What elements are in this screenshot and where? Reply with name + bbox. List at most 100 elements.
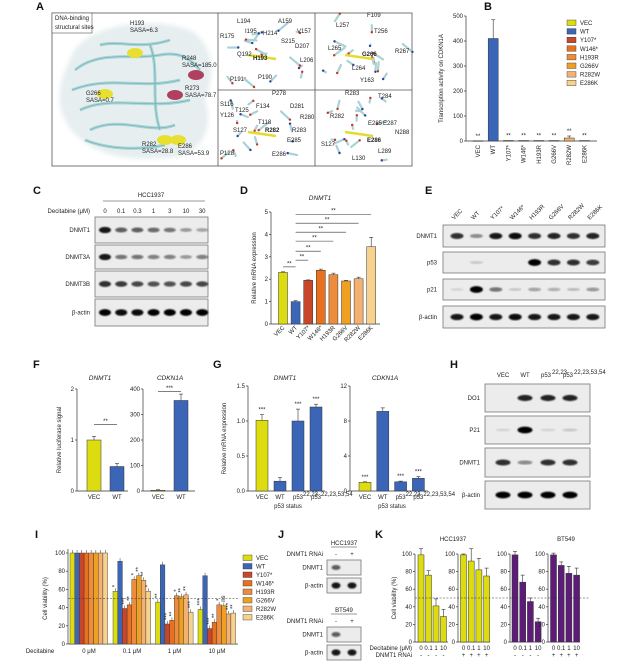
x-tick-superscript: 22,23 [303,492,319,498]
lane-label: VEC [497,373,510,379]
lane-label: G266V [548,204,565,221]
panel-label: K [375,529,383,541]
rnai-status: + [469,653,473,659]
legend-swatch [566,62,577,69]
residue-stick [220,151,230,160]
x-tick-label: p53 [293,495,304,501]
atom [374,70,377,74]
y-tick-label: 0 [265,322,269,328]
residue-label: T118 [258,120,272,126]
bar [136,575,142,645]
significance-mark: *** [122,597,128,605]
residue-label: S127 [321,142,336,148]
blot-row-label: β-actin [305,584,323,590]
legend-label: G266V [256,599,275,605]
significance-mark: *** [198,598,204,606]
atom [369,96,372,100]
bar [376,411,390,492]
lane-label: VEC [451,208,464,221]
bar [483,575,490,643]
blot-band [528,233,542,239]
blot-row-label: DNMT1 [459,461,480,467]
lane-label: R282W [568,203,587,222]
y-tick-label: 0 [62,642,66,648]
blot-row-label: DNMT1 [69,228,90,234]
blot-band [495,459,511,466]
blot-band [547,259,561,266]
blot-band [99,226,111,234]
bar [86,439,102,492]
legend-label: WT [580,30,590,36]
significance-mark: ns [221,595,227,601]
cell-line-title: HCC1937 [138,193,165,199]
bar [255,420,269,492]
atom [355,114,359,117]
rnai-status: - [435,653,437,659]
blot-band [115,227,128,233]
legend-swatch [242,554,253,561]
sasa-value: SASA=185.0 [182,63,217,69]
residue-stick [286,152,299,157]
atom [352,63,355,67]
chart-title: BT549 [557,537,575,543]
y-tick-label: 200 [453,89,464,95]
legend-swatch [242,605,253,612]
x-tick-label: VEC [88,495,101,501]
panel-label: C [33,185,41,197]
bar [290,301,301,325]
x-tick-label: 0 [419,646,423,652]
atom [351,123,354,127]
blot-band [540,491,556,499]
y-tick-label: 0 [71,489,75,495]
y-tick-label: 4 [344,454,348,460]
bar [122,608,128,645]
bar [527,601,534,643]
significance-mark: ** [476,134,481,140]
blot-band [528,287,542,292]
residue-label: E287 [383,121,398,127]
bar [533,140,545,142]
x-tick-label: VEC [152,495,165,501]
residue-stick [333,46,346,57]
x-tick-label: WT [378,495,388,501]
residue-label: L257 [336,23,350,29]
y-tick-label: 20 [538,622,545,628]
y-tick-label: 60 [448,587,455,593]
blot-band [99,253,111,261]
y-tick-label: 60 [538,587,545,593]
significance-mark: *** [166,386,174,392]
residue-stick [372,52,385,61]
x-tick-label: 0 [513,646,517,652]
x-tick-label: 1 [477,646,481,652]
y-axis-label: Relative mRNA expression [222,403,228,474]
residue-label: F109 [367,13,381,19]
residue-label: T125 [235,108,249,114]
lane-label: + [350,552,354,558]
significance-mark: *** [361,475,369,481]
chart-title: CDKN1A [157,375,183,382]
y-axis-label: Cell viability (%) [43,577,49,620]
bar [211,621,218,645]
x-tick-label: 10 [573,646,580,652]
y-tick-label: 100 [445,552,456,558]
atom [347,52,350,55]
atom [288,118,292,121]
blot-band [180,281,192,287]
atom [336,107,339,111]
rnai-status: - [428,653,430,659]
residue-label: V157 [297,29,312,35]
residue-stick [243,39,254,45]
residue-stick [336,63,343,75]
bar [366,246,376,325]
x-tick-label: 0.1 [519,646,528,652]
y-tick-label: 300 [130,413,141,419]
atom [232,149,235,152]
y-tick-label: 80 [448,570,455,576]
blot-row-label: DNMT1 [302,566,323,572]
lane-label: - [335,619,337,625]
atom [332,54,336,57]
legend-label: WT [256,565,266,571]
chart-title: HCC1937 [440,537,467,543]
